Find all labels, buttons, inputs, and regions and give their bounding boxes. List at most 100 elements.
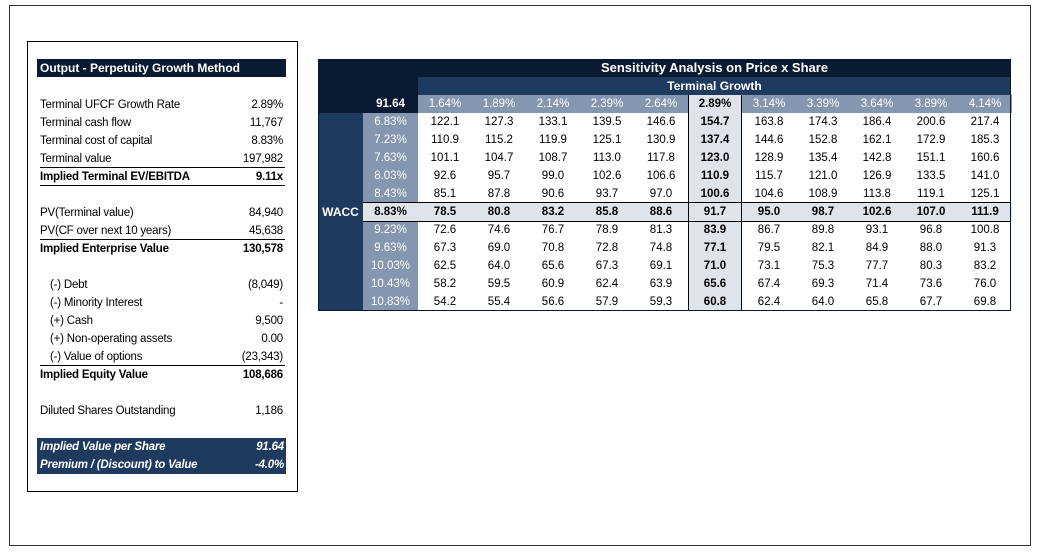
sensitivity-value-cell: 162.1 [862,134,892,146]
growth-rate-header: 1.64% [418,95,472,113]
row-label: Implied Enterprise Value [40,243,169,255]
sensitivity-value-cell: 73.6 [919,278,943,290]
sensitivity-value-cell: 62.4 [757,296,781,308]
sensitivity-title-bar [318,59,1011,77]
row-label: (-) Value of options [50,351,143,363]
sensitivity-value-cell: 93.7 [595,188,619,200]
sensitivity-value-cell: 69.0 [487,242,511,254]
sensitivity-value-cell: 200.6 [916,116,946,128]
row-value: -4.0% [254,459,284,471]
row-label: Implied Terminal EV/EBITDA [40,171,190,183]
terminal-growth-axis-label: Terminal Growth [418,77,1011,95]
row-value: 9.11x [255,171,283,183]
row-value: 8.83% [251,135,283,147]
growth-rate-header: 2.39% [580,95,634,113]
row-value: 9,500 [255,315,283,327]
sensitivity-value-cell: 77.7 [865,260,889,272]
row-implied-terminal-ev-ebitda: Implied Terminal EV/EBITDA 9.11x [40,168,285,186]
sensitivity-value-cell: 75.3 [811,260,835,272]
row-label: Terminal UFCF Growth Rate [40,99,181,111]
sensitivity-value-cell: 126.9 [862,170,892,182]
sensitivity-value-cell: 106.6 [646,170,676,182]
sensitivity-value-cell: 115.2 [485,134,513,146]
sensitivity-value-cell: 104.6 [754,188,784,200]
row-implied-enterprise-value: Implied Enterprise Value 130,578 [40,240,285,258]
sensitivity-value-cell: 83.2 [526,203,580,221]
sensitivity-table: Sensitivity Analysis on Price x Share Te… [318,59,1012,311]
sensitivity-value-cell: 86.7 [757,224,781,236]
sensitivity-value-cell: 72.6 [433,224,457,236]
sensitivity-value-cell: 95.0 [742,203,796,221]
sensitivity-value-cell: 163.8 [754,116,784,128]
wacc-rate-header: 9.63% [363,239,418,257]
wacc-rate-header: 6.83% [363,113,418,131]
row-value: 45,638 [249,225,283,237]
sensitivity-value-cell: 67.3 [433,242,457,254]
growth-rate-header: 3.89% [904,95,958,113]
wacc-axis-column [318,113,363,311]
growth-rate-header: 3.64% [850,95,904,113]
sensitivity-value-cell: 78.5 [418,203,472,221]
sensitivity-value-cell: 115.7 [755,170,783,182]
sensitivity-value-cell: 122.1 [430,116,460,128]
row-label: (+) Cash [50,315,93,327]
sensitivity-value-cell: 125.1 [970,188,1000,200]
row-value: 2.89% [251,99,283,111]
sensitivity-value-cell: 110.9 [688,167,742,185]
sensitivity-value-cell: 117.8 [647,152,675,164]
row-pv-cf-10-years: PV(CF over next 10 years) 45,638 [40,222,285,240]
sensitivity-value-cell: 108.7 [538,152,568,164]
row-value: 1,186 [255,405,283,417]
sensitivity-value-cell: 108.9 [808,188,838,200]
sensitivity-value-cell: 88.6 [634,203,688,221]
outer-frame [9,5,1031,546]
sensitivity-value-cell: 71.4 [865,278,889,290]
row-value: 84,940 [249,207,283,219]
sensitivity-value-cell: 110.9 [431,134,459,146]
row-premium-discount: Premium / (Discount) to Value -4.0% [37,456,286,474]
row-value: (23,343) [241,351,283,363]
sensitivity-value-cell: 60.9 [541,278,565,290]
sensitivity-value-cell: 65.6 [541,260,565,272]
sensitivity-value-cell: 123.0 [688,149,742,167]
sensitivity-value-cell: 96.8 [919,224,943,236]
sensitivity-value-cell: 185.3 [970,134,1000,146]
row-value: 0.00 [261,333,283,345]
row-label: (+) Non-operating assets [50,333,173,345]
sensitivity-value-cell: 58.2 [433,278,457,290]
sensitivity-value-cell: 71.0 [688,257,742,275]
sensitivity-value-cell: 81.3 [649,224,673,236]
sensitivity-value-cell: 77.1 [688,239,742,257]
growth-rate-header: 2.14% [526,95,580,113]
sensitivity-value-cell: 54.2 [433,296,457,308]
sensitivity-value-cell: 97.0 [649,188,673,200]
sensitivity-value-cell: 62.5 [433,260,457,272]
row-label: Diluted Shares Outstanding [40,405,176,417]
sensitivity-value-cell: 98.7 [796,203,850,221]
sensitivity-value-cell: 62.4 [595,278,619,290]
sensitivity-value-cell: 65.6 [688,275,742,293]
row-label: PV(Terminal value) [40,207,134,219]
row-cash: (+) Cash 9,500 [40,312,285,330]
sensitivity-value-cell: 74.6 [487,224,511,236]
wacc-rate-header: 10.43% [363,275,418,293]
sensitivity-value-cell: 102.6 [850,203,904,221]
row-label: (-) Debt [50,279,88,291]
sensitivity-value-cell: 67.3 [595,260,619,272]
row-label: Terminal cost of capital [40,135,153,147]
sensitivity-value-cell: 160.6 [970,152,1000,164]
sensitivity-value-cell: 102.6 [592,170,622,182]
wacc-rate-header: 8.03% [363,167,418,185]
growth-rate-header: 1.89% [472,95,526,113]
sensitivity-value-cell: 99.0 [541,170,565,182]
sensitivity-value-cell: 63.9 [649,278,673,290]
sensitivity-value-cell: 78.9 [595,224,619,236]
sensitivity-value-cell: 64.0 [487,260,511,272]
sensitivity-value-cell: 93.1 [865,224,889,236]
sensitivity-value-cell: 107.0 [904,203,958,221]
sensitivity-value-cell: 91.7 [688,203,742,221]
sensitivity-value-cell: 104.7 [484,152,514,164]
sensitivity-value-cell: 146.6 [646,116,676,128]
row-value: 108,686 [242,369,283,381]
sensitivity-value-cell: 82.1 [811,242,835,254]
